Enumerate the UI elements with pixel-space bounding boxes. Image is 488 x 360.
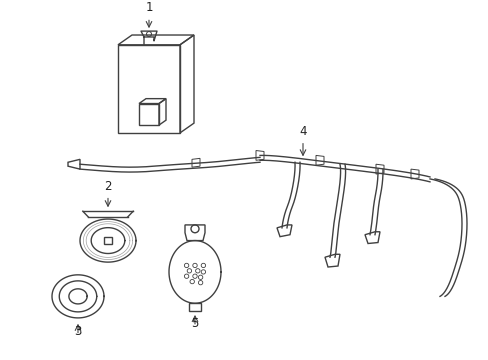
Text: 4: 4 — [299, 125, 306, 138]
Text: 1: 1 — [145, 1, 152, 14]
Text: 3: 3 — [74, 325, 81, 338]
Text: 5: 5 — [191, 317, 198, 330]
Text: 2: 2 — [104, 180, 112, 193]
